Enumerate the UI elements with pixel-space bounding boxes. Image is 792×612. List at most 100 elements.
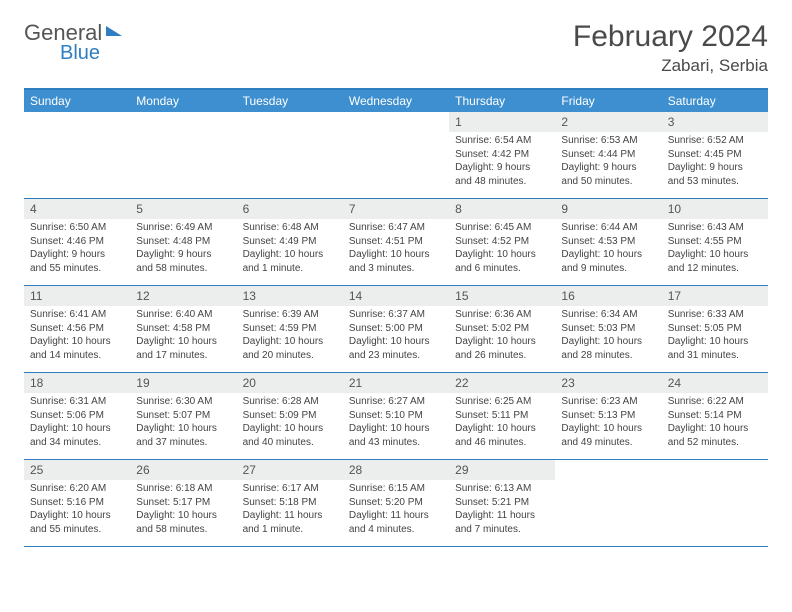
sunrise-text: Sunrise: 6:33 AM <box>668 308 762 322</box>
day-body: Sunrise: 6:13 AMSunset: 5:21 PMDaylight:… <box>449 480 555 540</box>
sunrise-text: Sunrise: 6:54 AM <box>455 134 549 148</box>
day-number: 25 <box>24 460 130 480</box>
daylight-text: Daylight: 11 hours and 4 minutes. <box>349 509 443 536</box>
sunrise-text: Sunrise: 6:52 AM <box>668 134 762 148</box>
day-body: Sunrise: 6:28 AMSunset: 5:09 PMDaylight:… <box>237 393 343 453</box>
day-body: Sunrise: 6:44 AMSunset: 4:53 PMDaylight:… <box>555 219 661 279</box>
day-body: Sunrise: 6:20 AMSunset: 5:16 PMDaylight:… <box>24 480 130 540</box>
day-number: 16 <box>555 286 661 306</box>
sunset-text: Sunset: 5:00 PM <box>349 322 443 336</box>
day-body: Sunrise: 6:39 AMSunset: 4:59 PMDaylight:… <box>237 306 343 366</box>
dow-monday: Monday <box>130 90 236 112</box>
day-number: 20 <box>237 373 343 393</box>
sunset-text: Sunset: 4:53 PM <box>561 235 655 249</box>
header: General Blue February 2024 Zabari, Serbi… <box>24 20 768 76</box>
dow-friday: Friday <box>555 90 661 112</box>
day-body: Sunrise: 6:40 AMSunset: 4:58 PMDaylight:… <box>130 306 236 366</box>
sunrise-text: Sunrise: 6:53 AM <box>561 134 655 148</box>
sunrise-text: Sunrise: 6:27 AM <box>349 395 443 409</box>
day-number: 1 <box>449 112 555 132</box>
sunrise-text: Sunrise: 6:45 AM <box>455 221 549 235</box>
day-number: 24 <box>662 373 768 393</box>
sunset-text: Sunset: 5:17 PM <box>136 496 230 510</box>
daylight-text: Daylight: 9 hours and 48 minutes. <box>455 161 549 188</box>
day-number: 14 <box>343 286 449 306</box>
daylight-text: Daylight: 10 hours and 55 minutes. <box>30 509 124 536</box>
daylight-text: Daylight: 9 hours and 55 minutes. <box>30 248 124 275</box>
day-cell: 7Sunrise: 6:47 AMSunset: 4:51 PMDaylight… <box>343 199 449 285</box>
sunrise-text: Sunrise: 6:34 AM <box>561 308 655 322</box>
sunset-text: Sunset: 5:21 PM <box>455 496 549 510</box>
month-title: February 2024 <box>573 20 768 54</box>
sunset-text: Sunset: 4:45 PM <box>668 148 762 162</box>
week-row: 1Sunrise: 6:54 AMSunset: 4:42 PMDaylight… <box>24 112 768 199</box>
day-cell: 18Sunrise: 6:31 AMSunset: 5:06 PMDayligh… <box>24 373 130 459</box>
day-body: Sunrise: 6:31 AMSunset: 5:06 PMDaylight:… <box>24 393 130 453</box>
day-number <box>662 460 768 466</box>
day-cell: 4Sunrise: 6:50 AMSunset: 4:46 PMDaylight… <box>24 199 130 285</box>
daylight-text: Daylight: 10 hours and 17 minutes. <box>136 335 230 362</box>
day-cell: 20Sunrise: 6:28 AMSunset: 5:09 PMDayligh… <box>237 373 343 459</box>
sunset-text: Sunset: 5:18 PM <box>243 496 337 510</box>
day-cell: 5Sunrise: 6:49 AMSunset: 4:48 PMDaylight… <box>130 199 236 285</box>
day-cell <box>237 112 343 198</box>
sunrise-text: Sunrise: 6:23 AM <box>561 395 655 409</box>
sunrise-text: Sunrise: 6:37 AM <box>349 308 443 322</box>
sunset-text: Sunset: 5:20 PM <box>349 496 443 510</box>
day-number: 3 <box>662 112 768 132</box>
sunset-text: Sunset: 4:46 PM <box>30 235 124 249</box>
day-cell: 11Sunrise: 6:41 AMSunset: 4:56 PMDayligh… <box>24 286 130 372</box>
day-body: Sunrise: 6:18 AMSunset: 5:17 PMDaylight:… <box>130 480 236 540</box>
daylight-text: Daylight: 10 hours and 31 minutes. <box>668 335 762 362</box>
day-number <box>130 112 236 118</box>
daylight-text: Daylight: 10 hours and 28 minutes. <box>561 335 655 362</box>
dow-sunday: Sunday <box>24 90 130 112</box>
day-body: Sunrise: 6:50 AMSunset: 4:46 PMDaylight:… <box>24 219 130 279</box>
sunrise-text: Sunrise: 6:13 AM <box>455 482 549 496</box>
day-body: Sunrise: 6:37 AMSunset: 5:00 PMDaylight:… <box>343 306 449 366</box>
sunset-text: Sunset: 5:02 PM <box>455 322 549 336</box>
sunrise-text: Sunrise: 6:39 AM <box>243 308 337 322</box>
day-cell: 17Sunrise: 6:33 AMSunset: 5:05 PMDayligh… <box>662 286 768 372</box>
day-cell: 2Sunrise: 6:53 AMSunset: 4:44 PMDaylight… <box>555 112 661 198</box>
daylight-text: Daylight: 10 hours and 52 minutes. <box>668 422 762 449</box>
logo: General Blue <box>24 20 122 46</box>
day-number: 23 <box>555 373 661 393</box>
dow-wednesday: Wednesday <box>343 90 449 112</box>
sunset-text: Sunset: 4:56 PM <box>30 322 124 336</box>
dow-saturday: Saturday <box>662 90 768 112</box>
day-number: 21 <box>343 373 449 393</box>
day-number: 22 <box>449 373 555 393</box>
day-cell <box>555 460 661 546</box>
week-row: 18Sunrise: 6:31 AMSunset: 5:06 PMDayligh… <box>24 373 768 460</box>
daylight-text: Daylight: 10 hours and 34 minutes. <box>30 422 124 449</box>
day-cell: 1Sunrise: 6:54 AMSunset: 4:42 PMDaylight… <box>449 112 555 198</box>
sunrise-text: Sunrise: 6:48 AM <box>243 221 337 235</box>
daylight-text: Daylight: 10 hours and 3 minutes. <box>349 248 443 275</box>
day-cell: 3Sunrise: 6:52 AMSunset: 4:45 PMDaylight… <box>662 112 768 198</box>
daylight-text: Daylight: 10 hours and 6 minutes. <box>455 248 549 275</box>
day-cell <box>662 460 768 546</box>
day-number: 15 <box>449 286 555 306</box>
sunset-text: Sunset: 5:07 PM <box>136 409 230 423</box>
day-cell: 13Sunrise: 6:39 AMSunset: 4:59 PMDayligh… <box>237 286 343 372</box>
sunrise-text: Sunrise: 6:28 AM <box>243 395 337 409</box>
dow-thursday: Thursday <box>449 90 555 112</box>
day-number: 10 <box>662 199 768 219</box>
sunrise-text: Sunrise: 6:49 AM <box>136 221 230 235</box>
sunrise-text: Sunrise: 6:25 AM <box>455 395 549 409</box>
sunrise-text: Sunrise: 6:31 AM <box>30 395 124 409</box>
day-cell: 15Sunrise: 6:36 AMSunset: 5:02 PMDayligh… <box>449 286 555 372</box>
daylight-text: Daylight: 10 hours and 43 minutes. <box>349 422 443 449</box>
day-number: 27 <box>237 460 343 480</box>
day-cell: 29Sunrise: 6:13 AMSunset: 5:21 PMDayligh… <box>449 460 555 546</box>
sunset-text: Sunset: 5:06 PM <box>30 409 124 423</box>
day-number: 18 <box>24 373 130 393</box>
day-cell: 9Sunrise: 6:44 AMSunset: 4:53 PMDaylight… <box>555 199 661 285</box>
day-number: 13 <box>237 286 343 306</box>
week-row: 11Sunrise: 6:41 AMSunset: 4:56 PMDayligh… <box>24 286 768 373</box>
day-cell: 28Sunrise: 6:15 AMSunset: 5:20 PMDayligh… <box>343 460 449 546</box>
dow-row: Sunday Monday Tuesday Wednesday Thursday… <box>24 90 768 112</box>
day-number: 7 <box>343 199 449 219</box>
daylight-text: Daylight: 10 hours and 9 minutes. <box>561 248 655 275</box>
